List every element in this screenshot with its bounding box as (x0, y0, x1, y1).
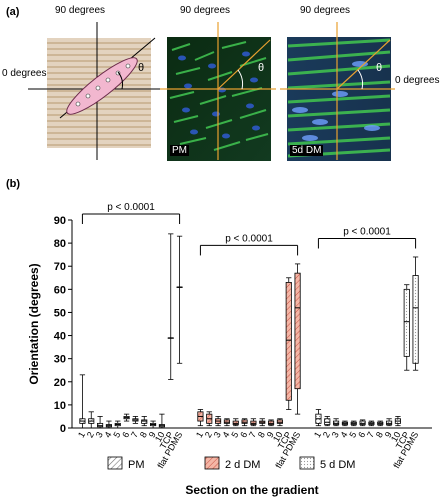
x-axis-label: Section on the gradient (185, 483, 318, 497)
y-tick-label: 20 (54, 377, 66, 389)
dm-micrograph-image (280, 22, 395, 161)
y-tick-label: 40 (54, 331, 66, 343)
x-tick-label: 5 (347, 430, 358, 439)
box-1-4 (232, 420, 239, 425)
x-tick-label: 6 (356, 430, 367, 439)
theta-label-1: θ (138, 62, 145, 74)
x-tick-label: 3 (94, 430, 105, 439)
legend-label-0: PM (128, 459, 145, 471)
significance-label: p < 0.0001 (343, 226, 391, 237)
x-tick-label: 9 (147, 430, 158, 439)
x-tick-label: 2 (321, 430, 332, 439)
box-1-3 (223, 419, 230, 424)
box-1-11 (294, 272, 301, 390)
significance-label: p < 0.0001 (107, 202, 155, 213)
legend-swatch-2 (299, 456, 315, 470)
x-tick-label: 5 (229, 430, 240, 439)
y-tick-label: 50 (54, 307, 66, 319)
angle-90-label-3: 90 degrees (300, 5, 351, 16)
theta-label-2: θ (258, 62, 265, 74)
box-1-10 (285, 282, 292, 401)
x-tick-label: 8 (256, 430, 267, 439)
dm-micrograph-caption: 5d DM (290, 145, 324, 156)
box-1-5 (241, 419, 248, 424)
x-tick-label: 7 (365, 430, 376, 439)
significance-label: p < 0.0001 (225, 233, 273, 244)
x-tick-label: 3 (330, 430, 341, 439)
box-2-2 (333, 420, 340, 425)
x-tick-label: 8 (374, 430, 385, 439)
x-tick-label: 3 (212, 430, 223, 439)
box-2-5 (359, 420, 366, 425)
theta-label-3: θ (376, 62, 383, 74)
box-2-8 (386, 420, 393, 425)
panel-a-figures (28, 22, 395, 161)
box-2-11 (412, 275, 419, 364)
y-tick-label: 0 (60, 423, 66, 435)
angle-90-label-2: 90 degrees (180, 5, 231, 16)
angle-0-label-right: 0 degrees (395, 75, 440, 86)
pm-micrograph-caption: PM (170, 145, 189, 156)
pm-micrograph-image (160, 22, 276, 161)
angle-0-label-left: 0 degrees (2, 68, 47, 79)
x-tick-label: 7 (129, 430, 140, 439)
cell-ellipse (66, 57, 138, 115)
x-tick-label: 1 (76, 430, 87, 439)
box-1-6 (250, 420, 257, 425)
x-tick-label: 2 (203, 430, 214, 439)
angle-90-label-1: 90 degrees (55, 5, 106, 16)
x-tick-label: 1 (194, 430, 205, 439)
x-tick-label: 9 (383, 430, 394, 439)
x-tick-label: 4 (102, 430, 113, 439)
y-axis-label: Orientation (degrees) (27, 263, 41, 384)
box-0-2 (97, 422, 104, 428)
x-tick-label: 8 (138, 430, 149, 439)
schematic-image (28, 22, 165, 160)
x-tick-label: 10 (389, 430, 403, 444)
box-0-7 (141, 419, 148, 424)
panel-b-label: (b) (6, 178, 21, 190)
x-tick-label: 10 (271, 430, 285, 444)
y-tick-label: 70 (54, 261, 66, 273)
legend-label-1: 2 d DM (225, 459, 260, 471)
legend-swatch-1 (204, 456, 220, 470)
x-tick-label: 4 (338, 430, 349, 439)
x-tick-label: 5 (111, 430, 122, 439)
panel-a-label: (a) (6, 6, 20, 18)
legend-swatch-0 (107, 456, 123, 470)
y-tick-label: 30 (54, 354, 66, 366)
y-tick-label: 60 (54, 284, 66, 296)
x-tick-label: 4 (220, 430, 231, 439)
box-1-8 (268, 420, 275, 425)
legend-label-2: 5 d DM (320, 459, 355, 471)
y-tick-label: 80 (54, 238, 66, 250)
y-tick-label: 90 (54, 215, 66, 227)
x-tick-label: 7 (247, 430, 258, 439)
orientation-boxplot-chart: 0 10 20 30 40 50 60 70 80 90 Orientation (degrees)… (27, 202, 432, 497)
x-tick-label: 9 (265, 430, 276, 439)
box-2-1 (324, 418, 331, 425)
x-tick-label: 6 (238, 430, 249, 439)
box-2-10 (403, 288, 410, 357)
y-tick-label: 10 (54, 400, 66, 412)
x-tick-label: 2 (85, 430, 96, 439)
x-tick-label: 10 (153, 430, 167, 444)
x-tick-label: 6 (120, 430, 131, 439)
box-1-9 (276, 419, 283, 424)
x-tick-label: 1 (312, 430, 323, 439)
